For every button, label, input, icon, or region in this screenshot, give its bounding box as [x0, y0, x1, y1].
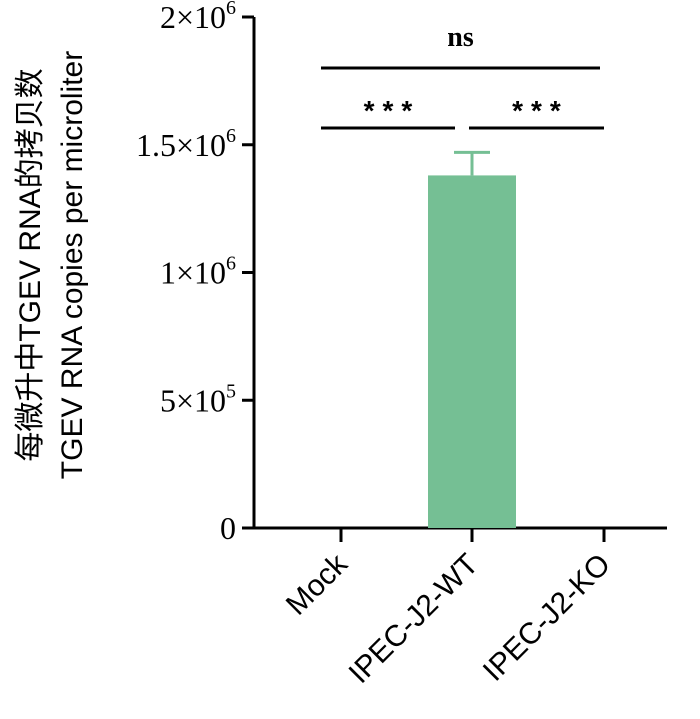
x-tick-label-mock: Mock	[280, 547, 355, 622]
plot-area: 0 5×105 1×106 1.5×106 2×106 MockIPEC-J2-WTIPE…	[136, 0, 667, 690]
y-tick-label-0: 0	[220, 510, 236, 546]
x-tick-label-ipec-j2-wt: IPEC-J2-WT	[343, 548, 485, 690]
bar-ipec-j2-wt	[428, 175, 516, 528]
sig-label-0-1: ***	[364, 95, 421, 126]
y-axis-label-english: TGEV RNA copies per microliter	[56, 51, 89, 479]
x-tick-label-ipec-j2-ko: IPEC-J2-KO	[477, 548, 617, 688]
y-axis-label-chinese: 每微升中TGEV RNA的拷贝数	[14, 68, 47, 461]
sig-label-1-2: ***	[512, 95, 569, 126]
y-tick-label-4: 2×106	[160, 0, 236, 35]
y-tick-label-2: 1×106	[160, 253, 236, 291]
y-tick-label-1: 5×105	[160, 380, 236, 418]
y-tick-label-3: 1.5×106	[136, 125, 236, 163]
sig-label-0-2: ns	[447, 22, 474, 53]
